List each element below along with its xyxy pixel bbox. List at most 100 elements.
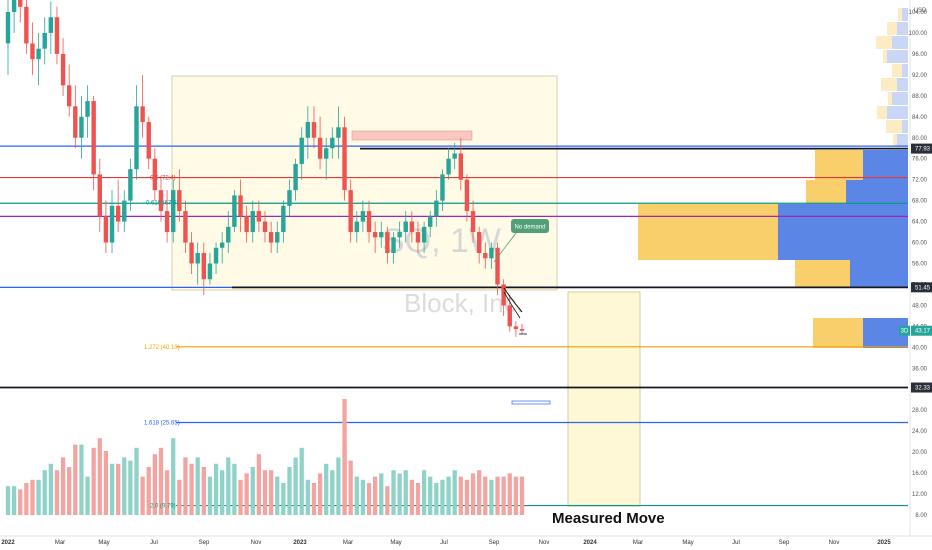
volume-bar bbox=[299, 447, 304, 515]
volume-profile-faded-down-bar bbox=[886, 120, 902, 133]
price-label-text: 43.17 bbox=[915, 329, 931, 335]
volume-profile-faded-up-bar bbox=[902, 64, 908, 77]
candle-body bbox=[366, 211, 372, 233]
candle-body bbox=[330, 137, 335, 149]
candle-body bbox=[323, 148, 329, 159]
supply-zone-box bbox=[351, 130, 473, 141]
candle-body bbox=[250, 211, 255, 233]
price-axis-tick: 76.00 bbox=[912, 157, 928, 163]
price-label-text: 77.93 bbox=[915, 147, 931, 153]
candle-body bbox=[85, 101, 90, 117]
candle-body bbox=[464, 179, 470, 212]
candle-body bbox=[195, 253, 200, 264]
candle-body bbox=[60, 53, 66, 86]
price-axis-background bbox=[910, 0, 932, 536]
price-axis-tick: 92.00 bbox=[912, 73, 928, 79]
price-axis-tick: 64.00 bbox=[912, 220, 928, 226]
volume-profile-down-bar bbox=[815, 150, 863, 180]
candle-body bbox=[458, 153, 464, 180]
candle-body bbox=[421, 226, 427, 243]
volume-profile-faded-down-bar bbox=[892, 64, 902, 77]
volume-profile-up-bar bbox=[850, 260, 908, 288]
price-axis-tick: 96.00 bbox=[912, 52, 928, 58]
price-axis-tick: 60.00 bbox=[912, 241, 928, 247]
volume-bar bbox=[495, 476, 500, 515]
volume-bar bbox=[244, 473, 249, 515]
candle-body bbox=[207, 263, 213, 280]
volume-profile-faded-down-bar bbox=[898, 8, 902, 21]
candle-body bbox=[348, 190, 353, 233]
volume-profile-faded-up-bar bbox=[887, 50, 908, 63]
time-axis-tick: Sep bbox=[199, 540, 210, 546]
candle-body bbox=[79, 116, 84, 138]
volume-bar bbox=[67, 467, 72, 515]
volume-bar bbox=[189, 463, 194, 515]
candle-body bbox=[409, 221, 415, 233]
candle-body bbox=[507, 305, 512, 327]
price-axis-tick: 88.00 bbox=[912, 94, 928, 100]
volume-bar bbox=[103, 451, 109, 515]
candle-body bbox=[66, 85, 72, 107]
volume-bar bbox=[379, 473, 384, 515]
candle-body bbox=[152, 158, 158, 191]
volume-bar bbox=[464, 479, 470, 515]
volume-bar bbox=[256, 454, 262, 515]
price-label-box bbox=[911, 382, 932, 393]
volume-bar bbox=[348, 460, 353, 515]
volume-bar bbox=[60, 457, 66, 515]
volume-bar bbox=[158, 447, 164, 515]
candle-body bbox=[30, 43, 35, 60]
fib-level-label: 1.272 (40.10) bbox=[144, 345, 180, 351]
volume-profile-down-bar bbox=[806, 180, 846, 204]
volume-profile-faded-down-bar bbox=[883, 50, 887, 63]
volume-bar bbox=[385, 486, 390, 515]
candle-body bbox=[5, 12, 11, 44]
time-axis-tick: Sep bbox=[489, 540, 500, 546]
price-label-prefix: 3D bbox=[901, 329, 909, 335]
volume-bar bbox=[91, 447, 96, 515]
price-axis-tick: 72.00 bbox=[912, 178, 928, 184]
candle-body bbox=[262, 221, 268, 233]
no-demand-label: No demand bbox=[514, 225, 545, 231]
candle-body bbox=[232, 195, 237, 227]
volume-bar bbox=[360, 479, 366, 515]
volume-profile-faded-down-bar bbox=[881, 78, 897, 91]
candle-body bbox=[489, 247, 494, 259]
candle-body bbox=[287, 190, 292, 206]
volume-bar bbox=[483, 476, 488, 515]
volume-bar bbox=[305, 479, 310, 515]
volume-bar bbox=[268, 470, 274, 515]
volume-profile-down-bar bbox=[638, 204, 778, 260]
fib-level-label: 2.0 (9.79) bbox=[150, 504, 176, 510]
time-axis-tick: Sep bbox=[779, 540, 790, 546]
volume-bar bbox=[128, 460, 133, 515]
volume-profile-faded-up-bar bbox=[892, 36, 908, 49]
measured-move-label: Measured Move bbox=[552, 510, 665, 527]
volume-profile-faded-up-bar bbox=[902, 120, 908, 133]
volume-profile-down-bar bbox=[813, 318, 863, 348]
price-axis-tick: 8.00 bbox=[915, 513, 927, 519]
candle-body bbox=[446, 158, 451, 175]
volume-bar bbox=[213, 463, 219, 515]
price-axis-tick: 80.00 bbox=[912, 136, 928, 142]
volume-bar bbox=[317, 473, 323, 515]
volume-profile-faded-down-bar bbox=[893, 134, 897, 147]
candle-body bbox=[24, 6, 29, 44]
candle-body bbox=[54, 17, 60, 54]
candle-body bbox=[483, 253, 488, 259]
candle-body bbox=[18, 0, 23, 7]
volume-bar bbox=[171, 438, 176, 515]
fib-level-label: 0.5 (72.4) bbox=[150, 176, 176, 182]
time-axis-tick: May bbox=[98, 540, 109, 546]
volume-profile-faded-down-bar bbox=[876, 36, 892, 49]
price-label-box bbox=[911, 282, 932, 293]
candle-body bbox=[177, 190, 182, 212]
candle-body bbox=[48, 17, 54, 33]
candle-body bbox=[109, 205, 115, 243]
volume-profile-faded-up-bar bbox=[897, 22, 908, 35]
volume-bar bbox=[250, 467, 255, 515]
candle-body bbox=[158, 190, 164, 212]
candle-body bbox=[354, 221, 359, 233]
candle-body bbox=[36, 48, 41, 60]
